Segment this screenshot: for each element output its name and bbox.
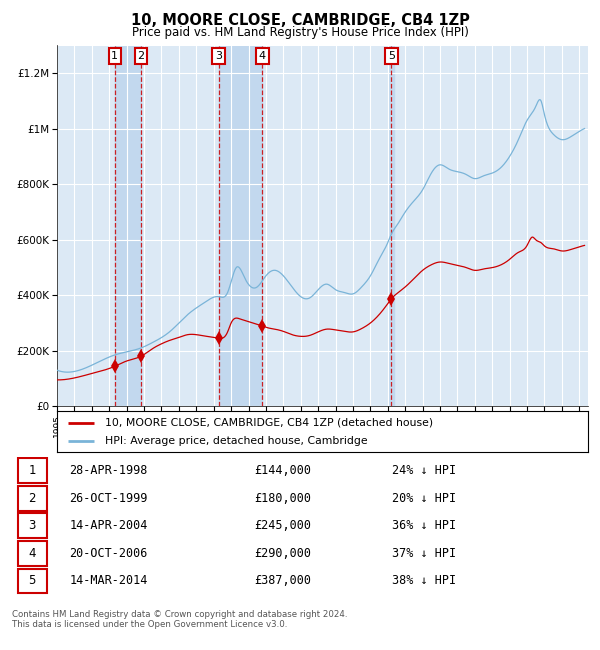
- FancyBboxPatch shape: [18, 541, 47, 566]
- Text: 14-APR-2004: 14-APR-2004: [70, 519, 148, 532]
- Text: 10, MOORE CLOSE, CAMBRIDGE, CB4 1ZP (detached house): 10, MOORE CLOSE, CAMBRIDGE, CB4 1ZP (det…: [105, 418, 433, 428]
- Text: £180,000: £180,000: [254, 492, 311, 505]
- Text: 14-MAR-2014: 14-MAR-2014: [70, 575, 148, 588]
- Text: 1: 1: [112, 51, 118, 61]
- FancyBboxPatch shape: [18, 514, 47, 538]
- Text: 28-APR-1998: 28-APR-1998: [70, 464, 148, 477]
- Text: £144,000: £144,000: [254, 464, 311, 477]
- Text: £290,000: £290,000: [254, 547, 311, 560]
- Text: Contains HM Land Registry data © Crown copyright and database right 2024.
This d: Contains HM Land Registry data © Crown c…: [12, 610, 347, 629]
- Bar: [115, 46, 141, 406]
- Text: 38% ↓ HPI: 38% ↓ HPI: [392, 575, 456, 588]
- Text: 26-OCT-1999: 26-OCT-1999: [70, 492, 148, 505]
- Text: 2: 2: [137, 51, 145, 61]
- FancyBboxPatch shape: [18, 458, 47, 483]
- Text: 1: 1: [28, 464, 36, 477]
- Bar: [389, 46, 394, 406]
- Text: 20-OCT-2006: 20-OCT-2006: [70, 547, 148, 560]
- Text: 20% ↓ HPI: 20% ↓ HPI: [392, 492, 456, 505]
- Text: 4: 4: [259, 51, 266, 61]
- FancyBboxPatch shape: [18, 569, 47, 593]
- Bar: [218, 46, 262, 406]
- Text: 36% ↓ HPI: 36% ↓ HPI: [392, 519, 456, 532]
- FancyBboxPatch shape: [18, 486, 47, 511]
- Text: 5: 5: [28, 575, 36, 588]
- Text: 5: 5: [388, 51, 395, 61]
- Text: 24% ↓ HPI: 24% ↓ HPI: [392, 464, 456, 477]
- Text: 3: 3: [215, 51, 222, 61]
- Text: 3: 3: [28, 519, 36, 532]
- Text: HPI: Average price, detached house, Cambridge: HPI: Average price, detached house, Camb…: [105, 436, 367, 446]
- Text: £387,000: £387,000: [254, 575, 311, 588]
- Text: £245,000: £245,000: [254, 519, 311, 532]
- Text: 2: 2: [28, 492, 36, 505]
- Text: Price paid vs. HM Land Registry's House Price Index (HPI): Price paid vs. HM Land Registry's House …: [131, 26, 469, 39]
- Text: 4: 4: [28, 547, 36, 560]
- Text: 37% ↓ HPI: 37% ↓ HPI: [392, 547, 456, 560]
- Text: 10, MOORE CLOSE, CAMBRIDGE, CB4 1ZP: 10, MOORE CLOSE, CAMBRIDGE, CB4 1ZP: [131, 13, 469, 28]
